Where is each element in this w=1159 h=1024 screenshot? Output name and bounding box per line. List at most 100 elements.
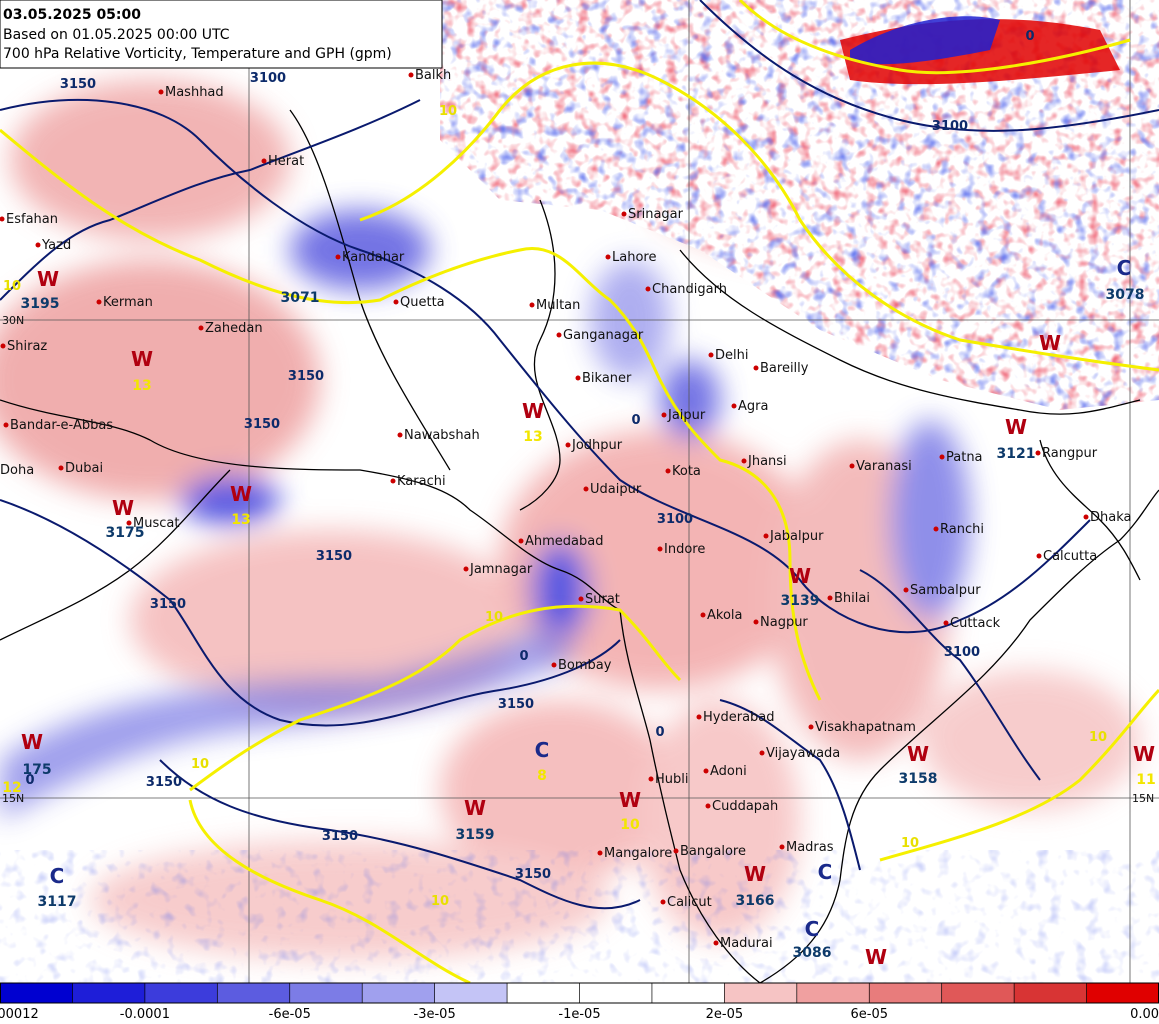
city-label: Sambalpur — [910, 583, 981, 598]
city-dot — [565, 442, 571, 448]
city-label: Ranchi — [940, 522, 984, 537]
city-dot — [58, 465, 64, 471]
contour-label: 3150 — [146, 775, 182, 790]
city-dot — [126, 520, 132, 526]
city-dot — [943, 620, 949, 626]
city-dot — [1083, 514, 1089, 520]
city-label: Cuddapah — [712, 799, 778, 814]
pressure-marker: W — [744, 862, 766, 886]
contour-label: 3150 — [322, 829, 358, 844]
contour-label: 0 — [655, 725, 664, 740]
marker-value: 10 — [620, 817, 640, 833]
city-dot — [933, 526, 939, 532]
pressure-marker: W — [907, 742, 929, 766]
pressure-marker: C — [1117, 256, 1132, 280]
city-label: Mashhad — [165, 85, 224, 100]
marker-value: 3071 — [281, 290, 320, 306]
colorbar-label: -3e-05 — [414, 1007, 456, 1022]
contour-label: 10 — [485, 610, 503, 625]
colorbar-swatch — [434, 983, 508, 1003]
city-dot — [463, 566, 469, 572]
colorbar-swatch — [869, 983, 943, 1003]
city-dot — [696, 714, 702, 720]
contour-label: 3100 — [657, 512, 693, 527]
city-dot — [763, 533, 769, 539]
colorbar-swatch — [289, 983, 363, 1003]
marker-value: 3121 — [997, 446, 1036, 462]
city-label: Delhi — [715, 348, 748, 363]
header-title: 03.05.2025 05:00 — [3, 7, 141, 23]
city-dot — [0, 343, 6, 349]
contour-label: 3150 — [498, 697, 534, 712]
map-field — [0, 0, 1159, 983]
city-label: Nawabshah — [404, 428, 480, 443]
grid-label: 15N — [1132, 792, 1154, 805]
pressure-marker: C — [805, 917, 820, 941]
city-dot — [700, 612, 706, 618]
city-dot — [645, 286, 651, 292]
contour-label: 10 — [431, 894, 449, 909]
city-label: Ahmedabad — [525, 534, 603, 549]
city-dot — [665, 468, 671, 474]
marker-value: 3195 — [21, 296, 60, 312]
city-dot — [393, 299, 399, 305]
marker-value: 13 — [132, 378, 151, 394]
pressure-marker: W — [21, 730, 43, 754]
city-label: Yazd — [41, 238, 71, 253]
marker-value: 12 — [2, 780, 21, 796]
contour-label: 0 — [25, 773, 34, 788]
city-label: Dubai — [65, 461, 103, 476]
contour-label: 0 — [1025, 29, 1034, 44]
city-label: Bangalore — [680, 844, 746, 859]
city-label: Jodhpur — [571, 438, 623, 453]
marker-value: 11 — [1136, 772, 1155, 788]
colorbar-label: -0.0001 — [120, 1007, 170, 1022]
pressure-marker: W — [1039, 331, 1061, 355]
city-label: Chandigarh — [652, 282, 727, 297]
colorbar-swatch — [1086, 983, 1159, 1003]
city-label: Indore — [664, 542, 705, 557]
pressure-marker: W — [522, 399, 544, 423]
city-label: Vijayawada — [766, 746, 840, 761]
city-label: Nagpur — [760, 615, 808, 630]
city-label: Surat — [585, 592, 620, 607]
pressure-marker: W — [464, 796, 486, 820]
colorbar-swatch — [362, 983, 436, 1003]
marker-value: 3117 — [38, 894, 77, 910]
city-label: Calicut — [667, 895, 712, 910]
colorbar: < -0.00012 -0.0001 -6e-05 -3e-05 -1e-05 2e-05… — [0, 982, 1159, 1022]
colorbar-label: < -0.00012 — [0, 1007, 39, 1022]
city-dot — [753, 619, 759, 625]
contour-label: 3100 — [250, 71, 286, 86]
city-dot — [198, 325, 204, 331]
city-label: Varanasi — [856, 459, 912, 474]
city-dot — [703, 768, 709, 774]
contour-label: 10 — [191, 757, 209, 772]
contour-label: 0 — [631, 413, 640, 428]
colorbar-swatch — [507, 983, 580, 1003]
city-label: Muscat — [133, 516, 179, 531]
city-label: Bareilly — [760, 361, 809, 376]
city-label: Visakhapatnam — [815, 720, 916, 735]
marker-value: 175 — [22, 762, 51, 778]
colorbar-swatch — [0, 983, 73, 1003]
colorbar-swatch — [1014, 983, 1088, 1003]
city-label: Hubli — [655, 772, 689, 787]
pressure-marker: W — [789, 564, 811, 588]
marker-value: 3078 — [1106, 287, 1145, 303]
city-label: Calcutta — [1043, 549, 1097, 564]
city-label: Madurai — [720, 936, 773, 951]
pressure-marker: C — [50, 864, 65, 888]
city-dot — [753, 365, 759, 371]
city-label: Bandar-e-Abbas — [10, 418, 113, 433]
marker-value: 3175 — [106, 525, 145, 541]
marker-value: 3086 — [793, 945, 832, 961]
pressure-marker: W — [37, 267, 59, 291]
pressure-marker: W — [619, 788, 641, 812]
pressure-marker: W — [131, 347, 153, 371]
city-dot — [731, 403, 737, 409]
marker-value: 3139 — [781, 593, 820, 609]
city-dot — [390, 478, 396, 484]
contour-label: 3150 — [150, 597, 186, 612]
contour-label: 3150 — [316, 549, 352, 564]
